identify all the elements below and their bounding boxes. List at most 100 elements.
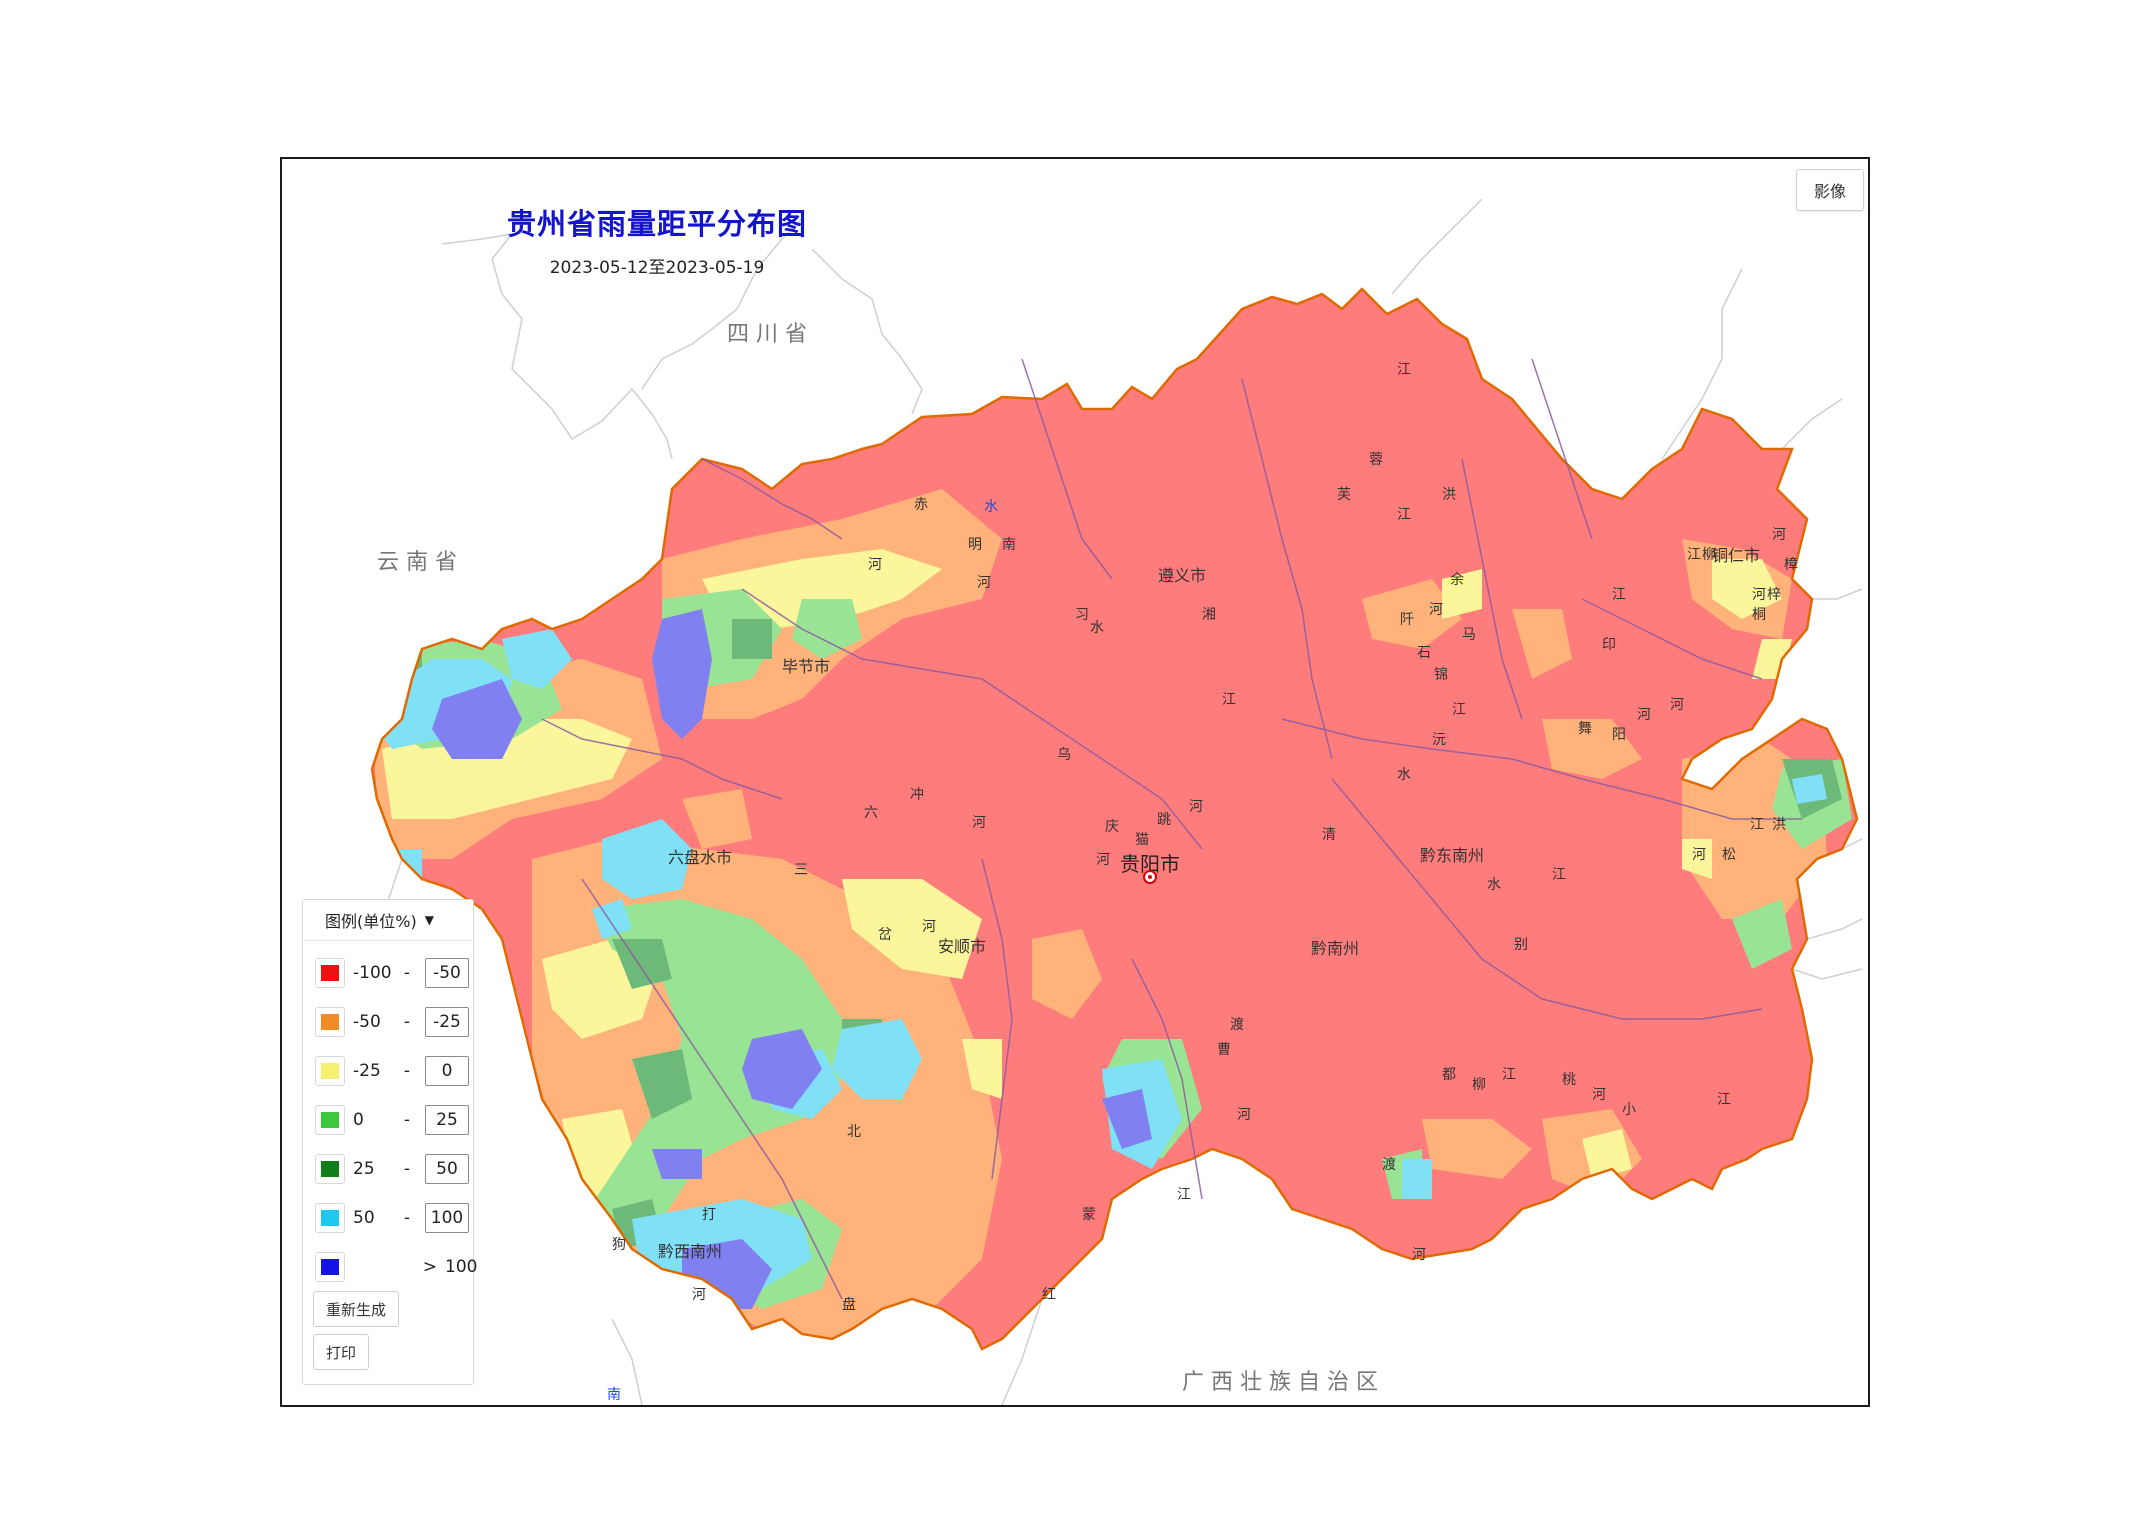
river-char: 桃 [1562,1072,1576,1088]
city-qianxinan[interactable]: 黔西南州 [658,1242,722,1261]
river-char: 河 [1096,852,1110,868]
legend-row: 50 -100 [315,1201,469,1235]
river-char: 河 [692,1287,706,1303]
legend-low-value: 25 [353,1159,375,1179]
river-char: 江 [1177,1187,1191,1203]
river-char: 河 [1189,799,1203,815]
river-char: 习 [1075,607,1089,623]
legend-swatch [321,1210,339,1226]
city-qiannan[interactable]: 黔南州 [1311,939,1359,958]
river-char: 河 [922,919,936,935]
river-char: 水 [1397,767,1411,783]
legend-dash: - [403,1110,411,1130]
rivers [541,358,1802,1300]
river-char: 江 [1717,1092,1731,1108]
river-char: 别 [1514,937,1528,953]
map-frame: 四 川 省 云 南 省 广 西 壮 族 自 治 区 遵义市 铜仁市 毕节市 六盘… [280,157,1870,1407]
legend-high-input[interactable]: -25 [425,1007,469,1037]
river-char: 江 [1612,587,1626,603]
legend-low-value: -25 [353,1061,381,1081]
river-char: 印 [1602,637,1616,653]
river-char: 赤 [914,497,928,513]
river-char: 阳 [1612,727,1626,743]
legend-swatch-box[interactable] [315,1056,345,1086]
legend-dash: - [403,1208,411,1228]
river-char: 河 [868,557,882,573]
river-char: 蒙 [1082,1207,1096,1223]
map-date-range: 2023-05-12至2023-05-19 [549,258,765,278]
legend-high-input[interactable]: 25 [425,1105,469,1135]
legend-low-value: 0 [353,1110,364,1130]
regenerate-button[interactable]: 重新生成 [313,1291,400,1327]
legend-swatch-box[interactable] [315,1203,345,1233]
river-char: 江 [1222,692,1236,708]
legend-high-value: 100 [445,1257,478,1277]
legend-swatch-box[interactable] [315,958,345,988]
label-yunnan: 云 南 省 [377,550,457,575]
river-char: 江 [1397,507,1411,523]
legend-row: -50 - -25 [315,1005,469,1039]
legend-high-input[interactable]: 0 [425,1056,469,1086]
city-bijie[interactable]: 毕节市 [782,657,830,676]
legend-high-input[interactable]: 50 [425,1154,469,1184]
river-char: 水 [1487,877,1501,893]
label-sichuan: 四 川 省 [727,322,807,347]
river-char: 水 [984,499,998,515]
legend-dash: - [403,1159,411,1179]
legend-swatch-box[interactable] [315,1154,345,1184]
legend-swatch [321,1014,339,1030]
legend-row: -100- -50 [315,956,469,990]
river-char: 柳 [1472,1076,1486,1093]
river-char: 江 [1502,1067,1516,1083]
river-char: 明 [968,537,982,553]
legend-header[interactable]: 图例(单位%) ▼ [303,900,473,941]
river-char: 湘 [1202,607,1216,623]
city-anshun[interactable]: 安顺市 [938,937,986,956]
river-char: 乌 [1057,747,1071,763]
legend-swatch [321,1161,339,1177]
river-char: 余 [1450,571,1464,588]
river-char: 洪 [1772,817,1786,833]
river-char: 红 [1042,1287,1056,1303]
river-char: 狗 [612,1237,626,1253]
legend-swatch-box[interactable] [315,1105,345,1135]
city-liupanshui[interactable]: 六盘水市 [668,848,732,867]
legend-low-value: -100 [353,963,392,983]
river-char: 都 [1442,1067,1456,1083]
legend-row: -25 -0 [315,1054,469,1088]
river-char: 渡 [1382,1157,1396,1173]
legend-swatch [321,1063,339,1079]
legend-high-input[interactable]: 100 [425,1203,469,1233]
river-char: 冲 [910,787,924,803]
river-char: 松 [1722,847,1736,863]
legend-dash: - [403,1012,411,1032]
capital-marker-dot [1148,875,1152,879]
river-char: 梓 [1767,587,1781,603]
legend-row: 25 -50 [315,1152,469,1186]
river-char: 江 [1397,362,1411,378]
city-zunyi[interactable]: 遵义市 [1158,566,1206,585]
river-char: 锦 [1434,666,1448,683]
river-char: 水 [1090,620,1104,636]
river-char: 桐 [1752,607,1766,623]
river-char: 河 [1772,527,1786,543]
legend-swatch-box[interactable] [315,1252,345,1282]
legend-high-input[interactable]: -50 [425,958,469,988]
print-button[interactable]: 打印 [313,1334,370,1370]
legend-swatch-box[interactable] [315,1007,345,1037]
river-char: 石 [1417,645,1431,661]
rainfall-anomaly-surface [372,289,1857,1349]
legend-low-value: 50 [353,1208,375,1228]
imagery-toggle-button[interactable]: 影像 [1796,169,1864,211]
rainfall-map[interactable]: 四 川 省 云 南 省 广 西 壮 族 自 治 区 遵义市 铜仁市 毕节市 六盘… [282,159,1868,1405]
legend-low-value: -50 [353,1012,381,1032]
river-char: 芙 [1337,486,1351,503]
city-qiandongnan[interactable]: 黔东南州 [1420,846,1484,865]
legend-swatch [321,1112,339,1128]
label-guangxi: 广 西 壮 族 自 治 区 [1182,1370,1378,1395]
river-char: 南 [607,1387,621,1403]
city-tongren[interactable]: 铜仁市 [1712,546,1760,565]
river-char: 樟 [1784,556,1798,573]
river-char: 南 [1002,537,1016,553]
river-char: 曹 [1217,1042,1231,1058]
